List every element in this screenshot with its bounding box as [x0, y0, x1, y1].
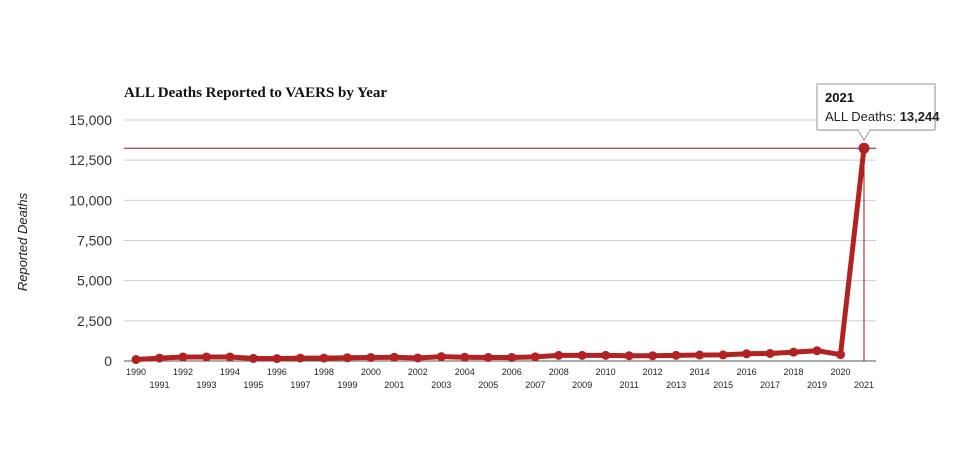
data-point[interactable]: [554, 350, 564, 360]
y-tick-label: 12,500: [69, 152, 112, 168]
x-tick-label: 1990: [126, 367, 146, 377]
data-point[interactable]: [742, 349, 752, 359]
data-point[interactable]: [272, 354, 282, 364]
x-tick-label: 2012: [643, 367, 663, 377]
x-tick-label: 2007: [525, 380, 545, 390]
data-point[interactable]: [695, 350, 705, 360]
data-point[interactable]: [836, 350, 846, 360]
data-point[interactable]: [319, 353, 329, 363]
x-tick-label: 2010: [596, 367, 616, 377]
x-tick-label: 1994: [220, 367, 240, 377]
data-point[interactable]: [483, 352, 493, 362]
tooltip-value-line: ALL Deaths: 13,244: [825, 109, 940, 124]
chart-title: ALL Deaths Reported to VAERS by Year: [124, 85, 387, 101]
data-point[interactable]: [858, 142, 870, 154]
tooltip-year: 2021: [825, 90, 854, 105]
data-point[interactable]: [366, 352, 376, 362]
y-tick-label: 2,500: [77, 313, 112, 329]
grid-layer: [124, 119, 876, 362]
x-tick-label: 1991: [149, 380, 169, 390]
x-tick-label: 2016: [737, 367, 757, 377]
x-tick-label: 2009: [572, 380, 592, 390]
points-layer: [131, 142, 870, 365]
data-point[interactable]: [201, 352, 211, 362]
x-tick-label: 2006: [502, 367, 522, 377]
data-point[interactable]: [624, 351, 634, 361]
data-point[interactable]: [131, 355, 141, 365]
data-point[interactable]: [460, 352, 470, 362]
data-point[interactable]: [601, 350, 611, 360]
data-point[interactable]: [295, 353, 305, 363]
x-tick-label: 2014: [690, 367, 710, 377]
data-point[interactable]: [225, 352, 235, 362]
y-tick-label: 0: [104, 353, 112, 369]
x-tick-label: 1992: [173, 367, 193, 377]
data-point[interactable]: [507, 352, 517, 362]
data-point[interactable]: [812, 346, 822, 356]
data-point[interactable]: [577, 350, 587, 360]
data-point[interactable]: [765, 348, 775, 358]
data-point[interactable]: [342, 353, 352, 363]
y-axis-label: Reported Deaths: [15, 192, 30, 291]
x-tick-label: 1999: [337, 380, 357, 390]
data-point[interactable]: [789, 347, 799, 357]
data-point[interactable]: [530, 352, 540, 362]
tooltip-value: 13,244: [900, 109, 941, 124]
x-tick-label: 2013: [666, 380, 686, 390]
data-point[interactable]: [718, 350, 728, 360]
x-tick-label: 2011: [619, 380, 638, 390]
x-tick-label: 2019: [807, 380, 827, 390]
y-tick-label: 7,500: [77, 233, 112, 249]
x-tick-label: 1998: [314, 367, 334, 377]
x-tick-label: 2000: [361, 367, 381, 377]
y-axis-ticks: 0 2,500 5,000 7,500 10,000 12,500 15,000: [69, 112, 112, 369]
x-tick-label: 2008: [549, 367, 569, 377]
y-tick-label: 15,000: [69, 112, 112, 128]
x-tick-label: 2003: [431, 380, 451, 390]
x-tick-label: 2004: [455, 367, 475, 377]
x-tick-label: 2001: [384, 380, 404, 390]
tooltip: 2021 ALL Deaths: 13,244: [816, 83, 940, 142]
x-tick-label: 2002: [408, 367, 428, 377]
series-line: [133, 145, 867, 363]
x-tick-label: 2015: [713, 380, 733, 390]
tooltip-box: 2021 ALL Deaths: 13,244: [816, 83, 940, 142]
x-tick-label: 2021: [854, 380, 874, 390]
data-point[interactable]: [248, 353, 258, 363]
data-point[interactable]: [413, 353, 423, 363]
x-tick-label: 1997: [290, 380, 310, 390]
x-tick-label: 2005: [478, 380, 498, 390]
x-tick-label: 1993: [196, 380, 216, 390]
x-tick-label: 1995: [243, 380, 263, 390]
x-tick-label: 1996: [267, 367, 287, 377]
data-point[interactable]: [154, 353, 164, 363]
data-point[interactable]: [648, 351, 658, 361]
x-tick-label: 2017: [760, 380, 780, 390]
x-tick-label: 2018: [784, 367, 804, 377]
tooltip-background: [816, 83, 936, 142]
y-tick-label: 5,000: [77, 273, 112, 289]
data-point[interactable]: [671, 350, 681, 360]
data-point[interactable]: [436, 352, 446, 362]
data-point[interactable]: [389, 352, 399, 362]
series-layer: [133, 145, 867, 363]
tooltip-label: ALL Deaths:: [825, 109, 900, 124]
y-tick-label: 10,000: [69, 192, 112, 208]
x-tick-label: 2020: [831, 367, 851, 377]
data-point[interactable]: [178, 352, 188, 362]
